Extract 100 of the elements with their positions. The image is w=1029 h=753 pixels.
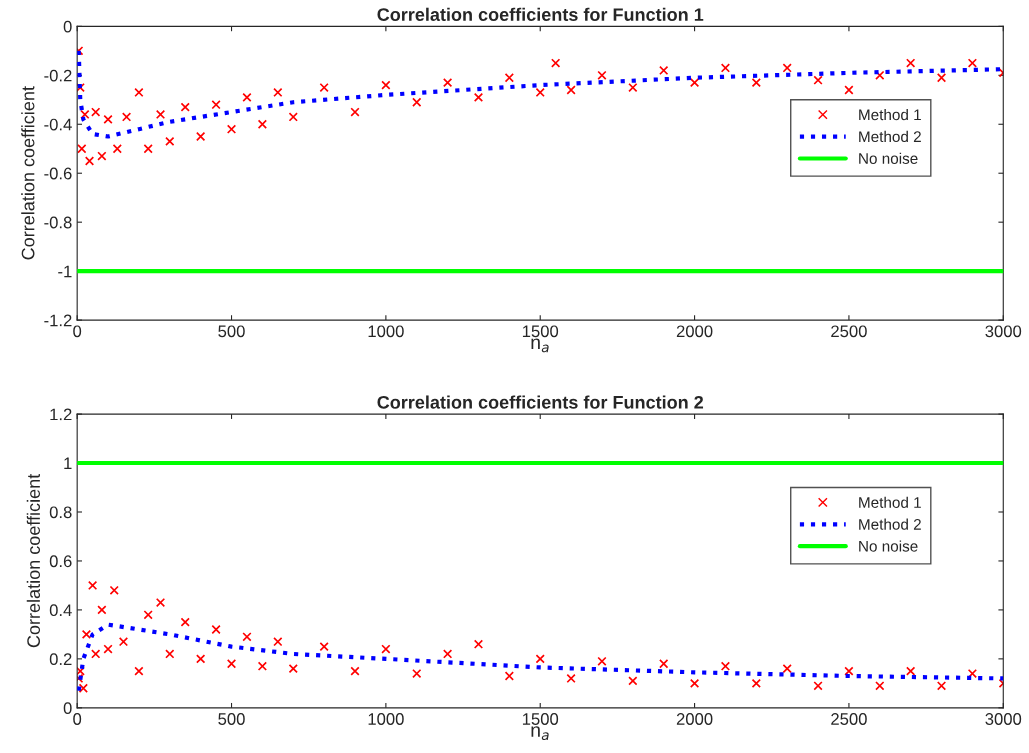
point xyxy=(80,109,90,120)
point xyxy=(165,649,175,659)
point xyxy=(226,659,237,669)
point xyxy=(196,654,206,664)
y-tick-label: -1 xyxy=(58,265,72,278)
point xyxy=(242,632,252,642)
point xyxy=(412,668,422,679)
point xyxy=(875,681,885,691)
point xyxy=(720,63,731,73)
point xyxy=(551,58,561,68)
x-tick-label: 2000 xyxy=(676,325,713,338)
point xyxy=(936,73,947,83)
x-tick-label: 1500 xyxy=(522,325,559,338)
point xyxy=(782,63,792,73)
x-tick-label: 0 xyxy=(73,325,82,338)
y-tick-label: 0.6 xyxy=(49,555,72,568)
point xyxy=(442,78,453,88)
point xyxy=(504,671,514,681)
point xyxy=(689,78,700,88)
point xyxy=(109,585,119,595)
y-tick-label: 0.4 xyxy=(49,604,72,617)
x-tick-label: 3000 xyxy=(985,325,1022,338)
y-tick-label: -1.2 xyxy=(44,314,72,327)
legend-label: Method 2 xyxy=(859,130,921,143)
point xyxy=(155,109,166,120)
legend-label: Method 2 xyxy=(859,518,921,530)
x-tick-label: 1000 xyxy=(368,713,404,725)
legend-label: No noise xyxy=(859,152,918,164)
point xyxy=(566,673,576,684)
y-tick-label: 0 xyxy=(63,702,72,715)
point xyxy=(319,82,329,93)
point xyxy=(875,70,885,80)
point xyxy=(288,664,298,674)
x-tick-label: 500 xyxy=(218,713,245,725)
point xyxy=(597,656,607,666)
x-tick-label: 2500 xyxy=(831,713,867,725)
point xyxy=(442,649,453,659)
point xyxy=(628,82,638,93)
point xyxy=(78,683,88,693)
point xyxy=(566,85,576,95)
point xyxy=(844,666,854,676)
point xyxy=(91,649,101,659)
y-tick-label: 0.2 xyxy=(49,653,72,666)
y-tick-label: -0.6 xyxy=(44,167,72,180)
x-tick-label: 2000 xyxy=(676,713,713,725)
point xyxy=(844,85,854,95)
point xyxy=(211,624,221,635)
y-tick-label: 0.8 xyxy=(49,506,72,519)
point xyxy=(535,654,545,664)
legend-label: No noise xyxy=(859,540,918,552)
point xyxy=(165,136,175,147)
point xyxy=(967,58,978,68)
point xyxy=(412,97,422,107)
point xyxy=(659,659,669,669)
point xyxy=(103,114,113,125)
point xyxy=(121,112,132,122)
point xyxy=(155,597,166,608)
point xyxy=(288,112,298,122)
point xyxy=(381,80,391,90)
line-series xyxy=(77,622,1004,693)
point xyxy=(319,641,329,652)
point xyxy=(473,92,484,102)
point xyxy=(350,107,360,117)
point xyxy=(782,664,792,674)
chart-title: Correlation coefficients for Function 2 xyxy=(377,395,704,409)
point xyxy=(906,58,916,68)
y-tick-label: 1 xyxy=(64,457,72,470)
point xyxy=(77,144,87,154)
y-tick-label: -0.4 xyxy=(44,118,72,131)
y-tick-label: 0 xyxy=(63,20,72,33)
y-tick-label: 1.2 xyxy=(50,408,72,421)
point xyxy=(211,100,221,110)
point xyxy=(628,676,638,686)
point xyxy=(180,617,190,627)
point xyxy=(84,156,95,166)
y-tick-label: -0.2 xyxy=(44,69,72,82)
point xyxy=(77,666,85,676)
point xyxy=(226,124,237,134)
point xyxy=(381,644,391,654)
point xyxy=(257,661,268,671)
point xyxy=(134,87,144,98)
x-tick-label: 0 xyxy=(73,713,82,725)
x-tick-label: 1500 xyxy=(522,713,559,725)
point xyxy=(906,666,916,676)
point xyxy=(659,65,669,76)
legend-label: Method 1 xyxy=(859,496,921,508)
point xyxy=(103,644,113,654)
point xyxy=(143,610,153,620)
x-axis-title: n$_{a}$ xyxy=(531,726,549,741)
point xyxy=(350,666,360,676)
x-tick-label: 3000 xyxy=(985,713,1022,725)
x-tick-label: 1000 xyxy=(368,325,404,338)
point xyxy=(112,144,122,154)
y-axis-title: Correlation coefficient xyxy=(26,473,41,648)
point xyxy=(936,681,947,691)
point xyxy=(504,73,514,83)
point xyxy=(81,629,92,640)
point xyxy=(597,70,607,80)
point xyxy=(967,668,978,679)
point xyxy=(813,681,823,691)
